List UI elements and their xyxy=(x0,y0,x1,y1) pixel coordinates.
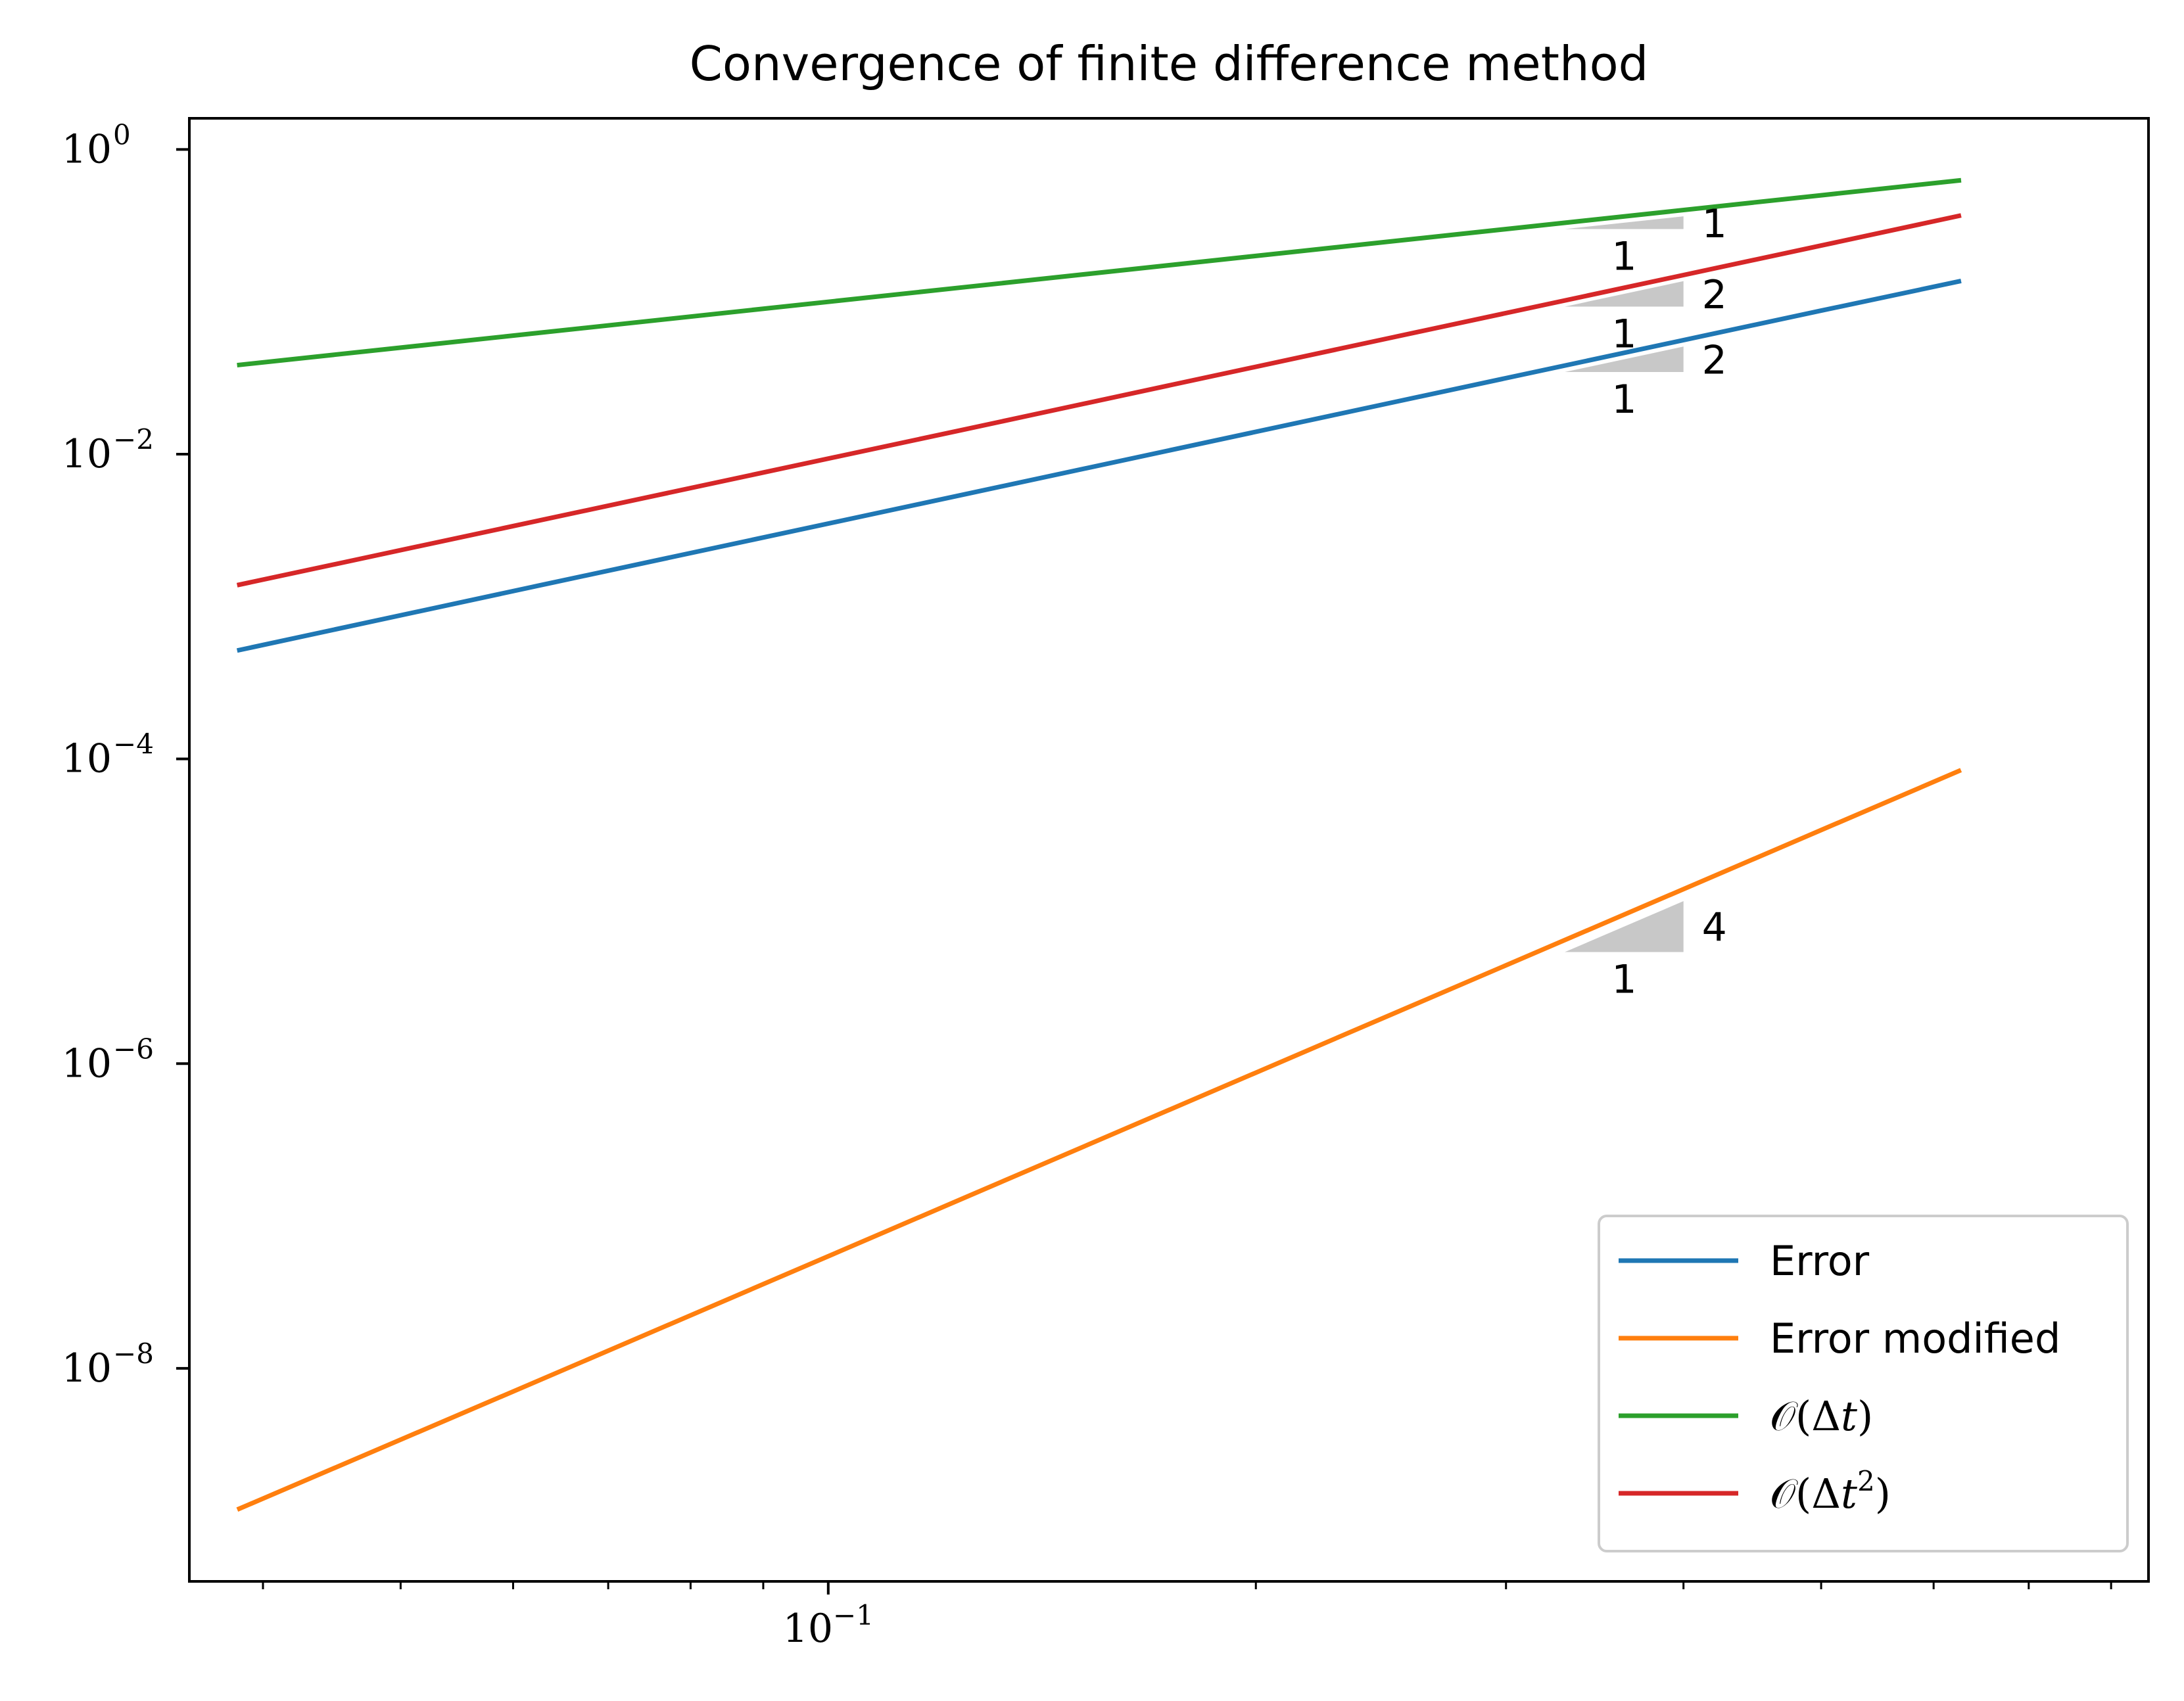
slope-triangle-rise-label: 4 xyxy=(1702,905,1727,951)
series-line xyxy=(237,177,1962,368)
x-tick-label: 10−1 xyxy=(783,1599,874,1652)
y-tick-exponent: −4 xyxy=(113,728,154,760)
legend-label: Error xyxy=(1770,1237,1870,1285)
plot-frame xyxy=(188,117,2150,1583)
slope-triangle-rise-label: 2 xyxy=(1702,338,1727,384)
slope-triangle-run-label: 1 xyxy=(1611,377,1636,423)
y-tick-label: 10 xyxy=(62,736,112,782)
y-tick-exponent: −6 xyxy=(113,1033,154,1065)
slope-triangles xyxy=(1565,216,1684,952)
legend-label: 𝒪(Δt2) xyxy=(1770,1465,1891,1518)
y-tick-exponent: −2 xyxy=(113,423,154,455)
x-axis: 10−1 xyxy=(262,1581,2112,1652)
slope-triangle xyxy=(1565,216,1684,229)
y-tick-exponent: −8 xyxy=(113,1338,154,1370)
slope-triangle-labels: 1 1 1 2 1 2 1 4 xyxy=(1611,201,1727,1003)
legend-label: Error modified xyxy=(1770,1315,2060,1363)
y-tick-label: 10 xyxy=(62,1345,112,1391)
y-tick-label: 10 xyxy=(62,126,112,172)
legend-box xyxy=(1598,1215,2129,1552)
series-line xyxy=(236,279,1962,653)
legend: Error Error modified 𝒪(Δt) 𝒪(Δt2) xyxy=(1598,1215,2129,1552)
y-tick-label: 10 xyxy=(62,1040,112,1086)
y-tick-label: 10 xyxy=(62,431,112,477)
series-line xyxy=(236,768,1962,1512)
chart-title: Convergence of finite difference method xyxy=(690,36,1649,91)
slope-triangle xyxy=(1565,281,1684,307)
series-line xyxy=(236,213,1962,588)
slope-triangle xyxy=(1565,346,1684,372)
slope-triangle xyxy=(1565,901,1684,952)
slope-triangle-run-label: 1 xyxy=(1611,956,1636,1002)
legend-label: 𝒪(Δt) xyxy=(1770,1392,1873,1440)
slope-triangle-rise-label: 1 xyxy=(1702,201,1727,247)
series-lines xyxy=(236,177,1962,1512)
slope-triangle-run-label: 1 xyxy=(1611,311,1636,357)
slope-triangle-rise-label: 2 xyxy=(1702,272,1727,318)
slope-triangle-run-label: 1 xyxy=(1611,234,1636,280)
y-tick-exponent: 0 xyxy=(113,118,131,151)
